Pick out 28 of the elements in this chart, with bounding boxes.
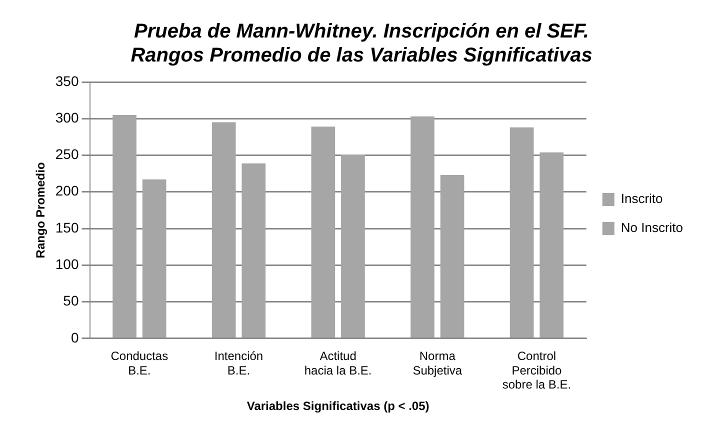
bar — [410, 116, 434, 338]
bar — [212, 122, 236, 338]
y-axis-title: Rango Promedio — [34, 162, 48, 258]
x-tick-label: Control Percibido sobre la B.E. — [502, 348, 572, 392]
x-tick-label: Intención B.E. — [214, 348, 264, 378]
chart-title: Prueba de Mann-Whitney. Inscripción en el SEF. Rangos Promedio de las Variables Significativas — [130, 20, 592, 67]
legend-label: No Inscrito — [620, 220, 684, 236]
bar — [540, 152, 564, 338]
bar — [311, 126, 336, 338]
x-tick-label: Actitud hacia la B.E. — [304, 348, 372, 378]
bar — [242, 163, 266, 338]
y-tick-label: 150 — [55, 219, 79, 236]
y-tick-label: 200 — [55, 182, 79, 199]
x-tick-label: Norma Subjetiva — [412, 348, 462, 378]
y-tick-label: 300 — [55, 109, 79, 126]
y-tick-label: 250 — [55, 146, 79, 162]
y-tick-label: 0 — [70, 329, 79, 346]
y-tick-label: 50 — [63, 292, 79, 309]
x-axis-title: Variables Significativas (p < .05) — [246, 399, 430, 414]
bar — [510, 127, 534, 338]
bar — [341, 154, 365, 338]
bar — [112, 114, 136, 338]
bar — [440, 175, 464, 338]
bar — [142, 179, 166, 338]
legend-label: Inscrito — [620, 191, 663, 206]
y-tick-label: 100 — [55, 256, 79, 272]
y-tick-label: 350 — [55, 72, 79, 89]
x-tick-label: Conductas B.E. — [110, 348, 168, 378]
